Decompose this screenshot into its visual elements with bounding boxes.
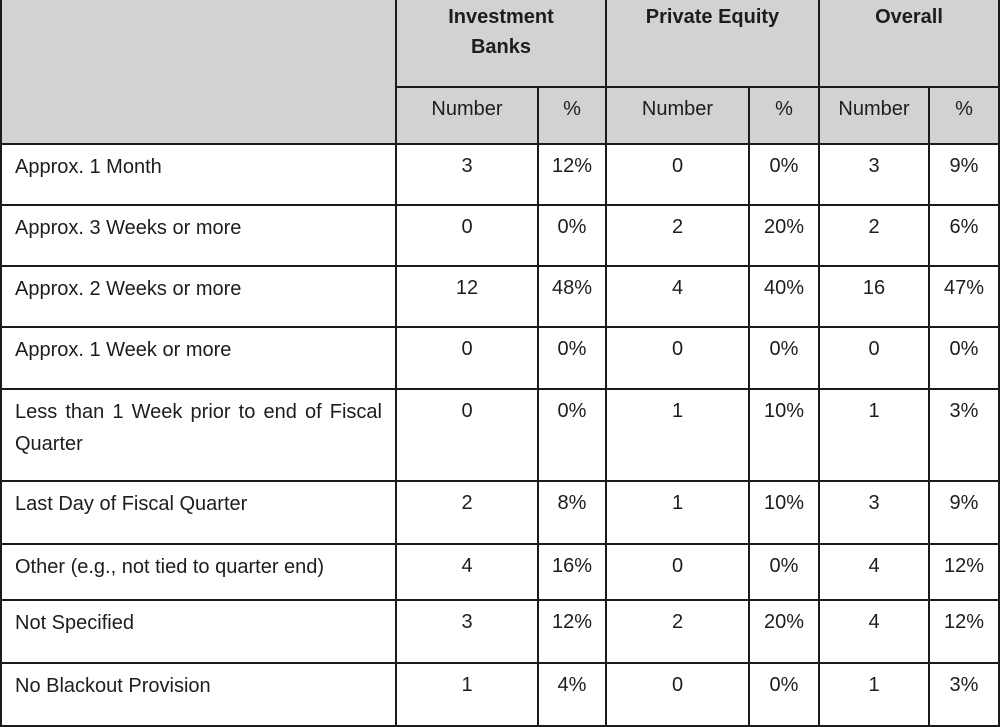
data-cell: 3 — [397, 145, 539, 206]
data-cell: 4 — [607, 267, 750, 328]
data-cell: 8% — [539, 482, 607, 545]
data-cell: 1 — [607, 482, 750, 545]
row-label: Other (e.g., not tied to quarter end) — [2, 545, 397, 601]
data-cell: 9% — [930, 145, 1000, 206]
data-cell: 1 — [820, 664, 930, 727]
subheader-overall-number: Number — [820, 88, 930, 145]
data-cell: 0 — [607, 145, 750, 206]
data-cell: 0 — [397, 328, 539, 390]
group-header-private-equity: Private Equity — [607, 0, 820, 88]
data-cell: 12% — [930, 601, 1000, 664]
data-cell: 3% — [930, 390, 1000, 482]
data-cell: 10% — [750, 482, 820, 545]
data-cell: 0% — [930, 328, 1000, 390]
data-cell: 3 — [820, 482, 930, 545]
data-cell: 0 — [607, 545, 750, 601]
data-cell: 12 — [397, 267, 539, 328]
subheader-ib-percent: % — [539, 88, 607, 145]
data-cell: 0% — [750, 328, 820, 390]
row-label: Not Specified — [2, 601, 397, 664]
data-cell: 0% — [539, 206, 607, 267]
data-cell: 3 — [397, 601, 539, 664]
data-cell: 4 — [820, 545, 930, 601]
row-label: Approx. 2 Weeks or more — [2, 267, 397, 328]
subheader-ib-number: Number — [397, 88, 539, 145]
row-label: Last Day of Fiscal Quarter — [2, 482, 397, 545]
corner-cell — [2, 0, 397, 145]
group-header-investment-banks: Investment Banks — [397, 0, 607, 88]
row-label: Approx. 3 Weeks or more — [2, 206, 397, 267]
data-cell: 12% — [930, 545, 1000, 601]
data-cell: 3% — [930, 664, 1000, 727]
group-header-label: Investment Banks — [448, 6, 554, 58]
data-cell: 4% — [539, 664, 607, 727]
data-cell: 0% — [539, 390, 607, 482]
subheader-overall-percent: % — [930, 88, 1000, 145]
data-cell: 0 — [607, 664, 750, 727]
data-cell: 47% — [930, 267, 1000, 328]
data-cell: 40% — [750, 267, 820, 328]
data-cell: 6% — [930, 206, 1000, 267]
subheader-pe-number: Number — [607, 88, 750, 145]
row-label: Less than 1 Week prior to end of Fiscal … — [2, 390, 397, 482]
data-cell: 3 — [820, 145, 930, 206]
data-cell: 16% — [539, 545, 607, 601]
data-cell: 1 — [397, 664, 539, 727]
data-cell: 2 — [607, 601, 750, 664]
data-cell: 2 — [820, 206, 930, 267]
group-header-overall: Overall — [820, 0, 1000, 88]
data-cell: 0 — [397, 206, 539, 267]
row-label: No Blackout Provision — [2, 664, 397, 727]
group-header-label: Overall — [875, 6, 943, 28]
data-cell: 0% — [750, 664, 820, 727]
row-label: Approx. 1 Month — [2, 145, 397, 206]
data-cell: 20% — [750, 206, 820, 267]
data-cell: 16 — [820, 267, 930, 328]
data-cell: 0% — [750, 145, 820, 206]
data-cell: 20% — [750, 601, 820, 664]
data-cell: 1 — [820, 390, 930, 482]
data-cell: 2 — [607, 206, 750, 267]
subheader-pe-percent: % — [750, 88, 820, 145]
data-cell: 12% — [539, 145, 607, 206]
data-cell: 10% — [750, 390, 820, 482]
data-cell: 0 — [397, 390, 539, 482]
group-header-label: Private Equity — [645, 6, 780, 28]
data-cell: 48% — [539, 267, 607, 328]
data-cell: 4 — [397, 545, 539, 601]
data-cell: 0 — [820, 328, 930, 390]
data-cell: 12% — [539, 601, 607, 664]
data-cell: 9% — [930, 482, 1000, 545]
data-cell: 2 — [397, 482, 539, 545]
data-cell: 0% — [750, 545, 820, 601]
data-cell: 0 — [607, 328, 750, 390]
data-cell: 4 — [820, 601, 930, 664]
row-label: Approx. 1 Week or more — [2, 328, 397, 390]
data-cell: 1 — [607, 390, 750, 482]
data-cell: 0% — [539, 328, 607, 390]
